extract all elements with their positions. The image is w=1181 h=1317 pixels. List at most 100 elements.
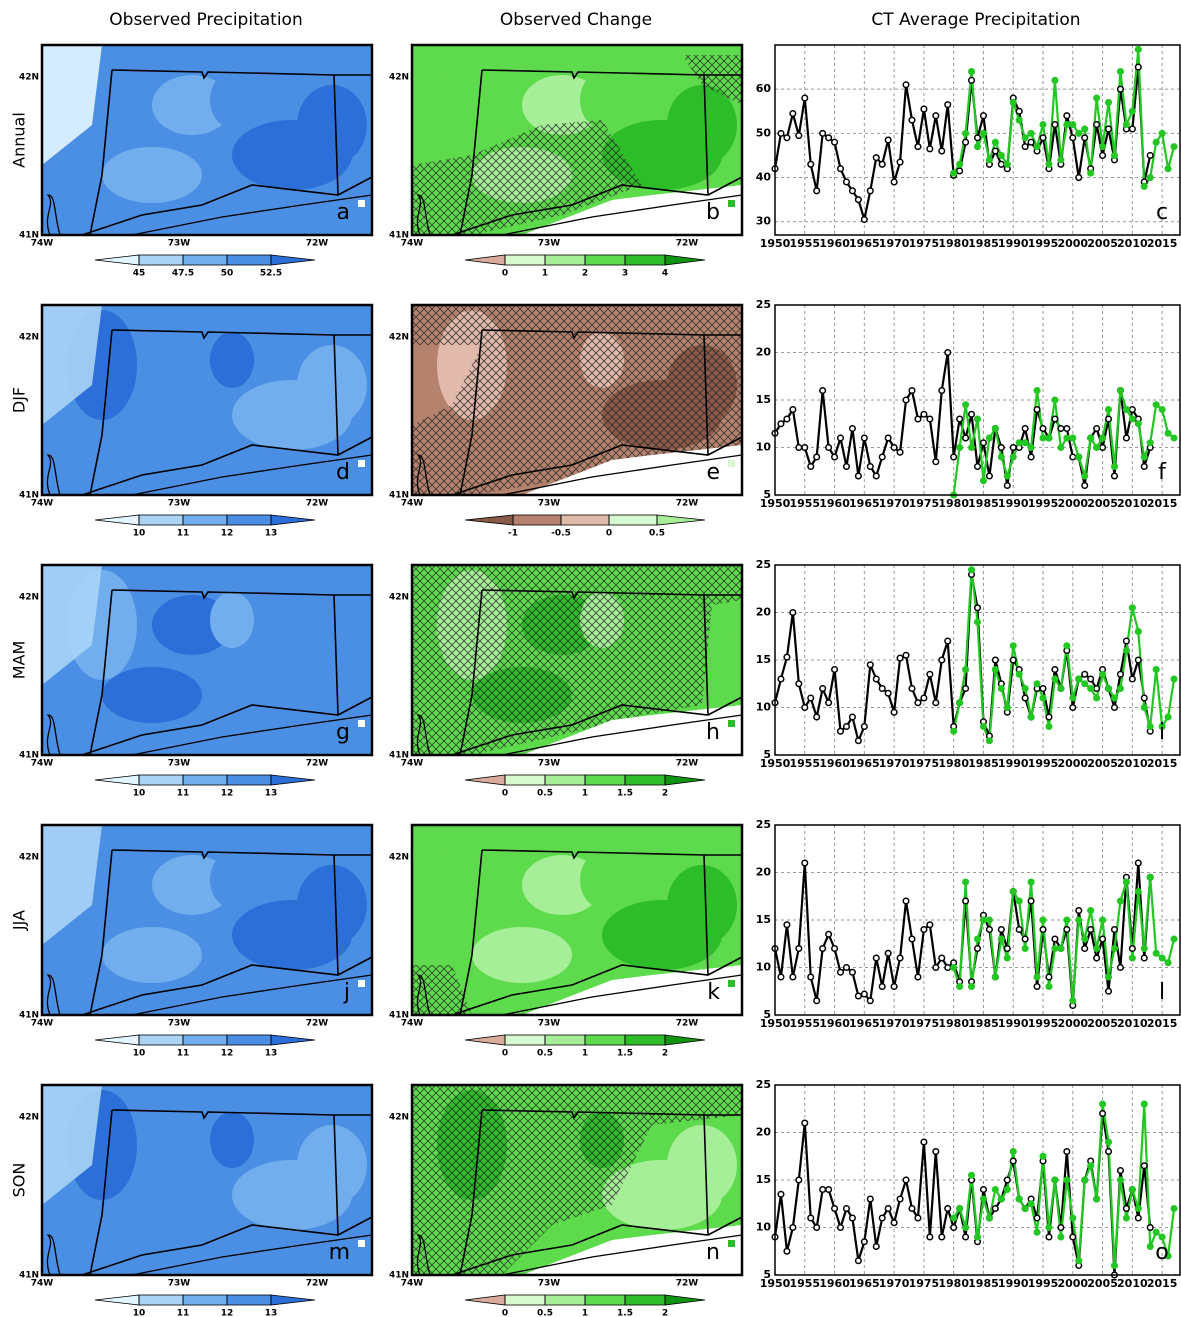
data-point <box>819 944 827 953</box>
x-tick-label: 1985 <box>968 1017 999 1030</box>
data-point <box>920 1138 928 1146</box>
map-region <box>580 72 624 128</box>
lon-label: 72W <box>306 1019 329 1029</box>
data-point <box>1039 134 1047 142</box>
data-point <box>1140 453 1148 461</box>
x-tick-label: 1960 <box>819 1017 850 1030</box>
state-border <box>481 329 742 340</box>
data-point <box>1063 120 1071 129</box>
data-point <box>831 944 839 953</box>
x-tick-label: 2015 <box>1147 1277 1178 1290</box>
column-header: CT Average Precipitation <box>871 10 1080 30</box>
x-tick-label: 1975 <box>909 1277 940 1290</box>
data-point <box>884 1204 892 1213</box>
x-tick-label: 1995 <box>1028 757 1059 770</box>
map-region <box>437 50 507 160</box>
lat-label: 41N <box>389 491 409 501</box>
data-point <box>1158 954 1166 962</box>
lon-label: 74W <box>401 759 424 769</box>
coastline <box>131 714 373 756</box>
data-point <box>1170 434 1178 442</box>
coastline <box>131 1234 373 1276</box>
data-point <box>950 453 958 461</box>
map-region <box>297 85 367 165</box>
data-point <box>1045 1223 1053 1232</box>
x-tick-label: 1965 <box>849 1017 880 1030</box>
water <box>522 185 742 235</box>
data-point <box>831 665 839 674</box>
data-point <box>1110 694 1119 702</box>
data-point <box>991 147 999 155</box>
data-point <box>967 566 976 574</box>
y-tick-label: 25 <box>756 298 771 311</box>
lat-label: 42N <box>19 593 39 603</box>
data-point <box>1051 1176 1059 1184</box>
colorbar-segment <box>270 774 316 786</box>
x-tick-label: 1960 <box>819 237 850 250</box>
data-point <box>1027 897 1035 905</box>
column-header: Observed Change <box>500 10 652 30</box>
x-tick-label: 1975 <box>909 757 940 770</box>
lat-label: 41N <box>389 1271 409 1281</box>
water <box>522 965 742 1015</box>
x-tick-label: 2000 <box>1057 757 1088 770</box>
data-point <box>1146 151 1154 160</box>
colorbar-label: 10 <box>133 1309 146 1317</box>
colorbar-label: 13 <box>265 529 278 539</box>
data-point <box>1051 665 1059 674</box>
data-point <box>896 954 904 962</box>
data-point <box>1087 1162 1095 1170</box>
row-label: Annual <box>10 112 29 168</box>
data-point <box>1093 684 1101 693</box>
coastline <box>501 1234 743 1276</box>
state-border <box>703 334 709 456</box>
data-point <box>1134 63 1142 71</box>
marker-square <box>358 200 365 207</box>
data-point <box>1003 160 1011 168</box>
data-point <box>1152 138 1160 146</box>
colorbar-segment <box>584 1034 626 1046</box>
data-point <box>813 997 821 1005</box>
x-tick-label: 1970 <box>879 1277 910 1290</box>
data-point <box>973 935 982 943</box>
data-point <box>991 1204 999 1213</box>
coastline <box>131 974 373 1016</box>
panel-letter: i <box>1159 720 1165 745</box>
lon-label: 74W <box>31 499 54 509</box>
coastline <box>451 956 743 1016</box>
colorbar-segment <box>182 1034 228 1046</box>
data-point <box>1104 1147 1113 1156</box>
colorbar-label: 10 <box>133 1049 146 1059</box>
data-point <box>1128 415 1136 423</box>
lat-label: 42N <box>19 1113 39 1123</box>
data-point <box>902 81 910 89</box>
data-point <box>866 462 874 471</box>
data-point <box>1093 94 1101 102</box>
x-tick-label: 1970 <box>879 1017 910 1030</box>
state-border <box>459 849 483 1016</box>
map-region <box>297 1125 367 1205</box>
data-point <box>1158 129 1166 137</box>
x-tick-label: 1980 <box>938 757 969 770</box>
map-region <box>42 565 102 685</box>
colorbar-segment <box>464 254 506 266</box>
coastline <box>46 974 61 1016</box>
lon-label: 74W <box>401 1279 424 1289</box>
data-point <box>1104 987 1113 995</box>
data-point <box>1164 713 1172 721</box>
data-point <box>1122 434 1130 442</box>
data-point <box>801 859 809 867</box>
data-point <box>1027 878 1035 886</box>
data-point <box>979 112 988 120</box>
colorbar-segment <box>182 514 228 526</box>
x-tick-label: 1975 <box>909 1017 940 1030</box>
data-point <box>914 1214 922 1222</box>
data-point <box>783 653 791 661</box>
data-point <box>1033 982 1041 991</box>
data-point <box>1075 1257 1083 1265</box>
coastline <box>416 974 431 1016</box>
data-point <box>1051 415 1059 423</box>
marker-square <box>358 460 365 467</box>
data-point <box>1104 405 1113 414</box>
